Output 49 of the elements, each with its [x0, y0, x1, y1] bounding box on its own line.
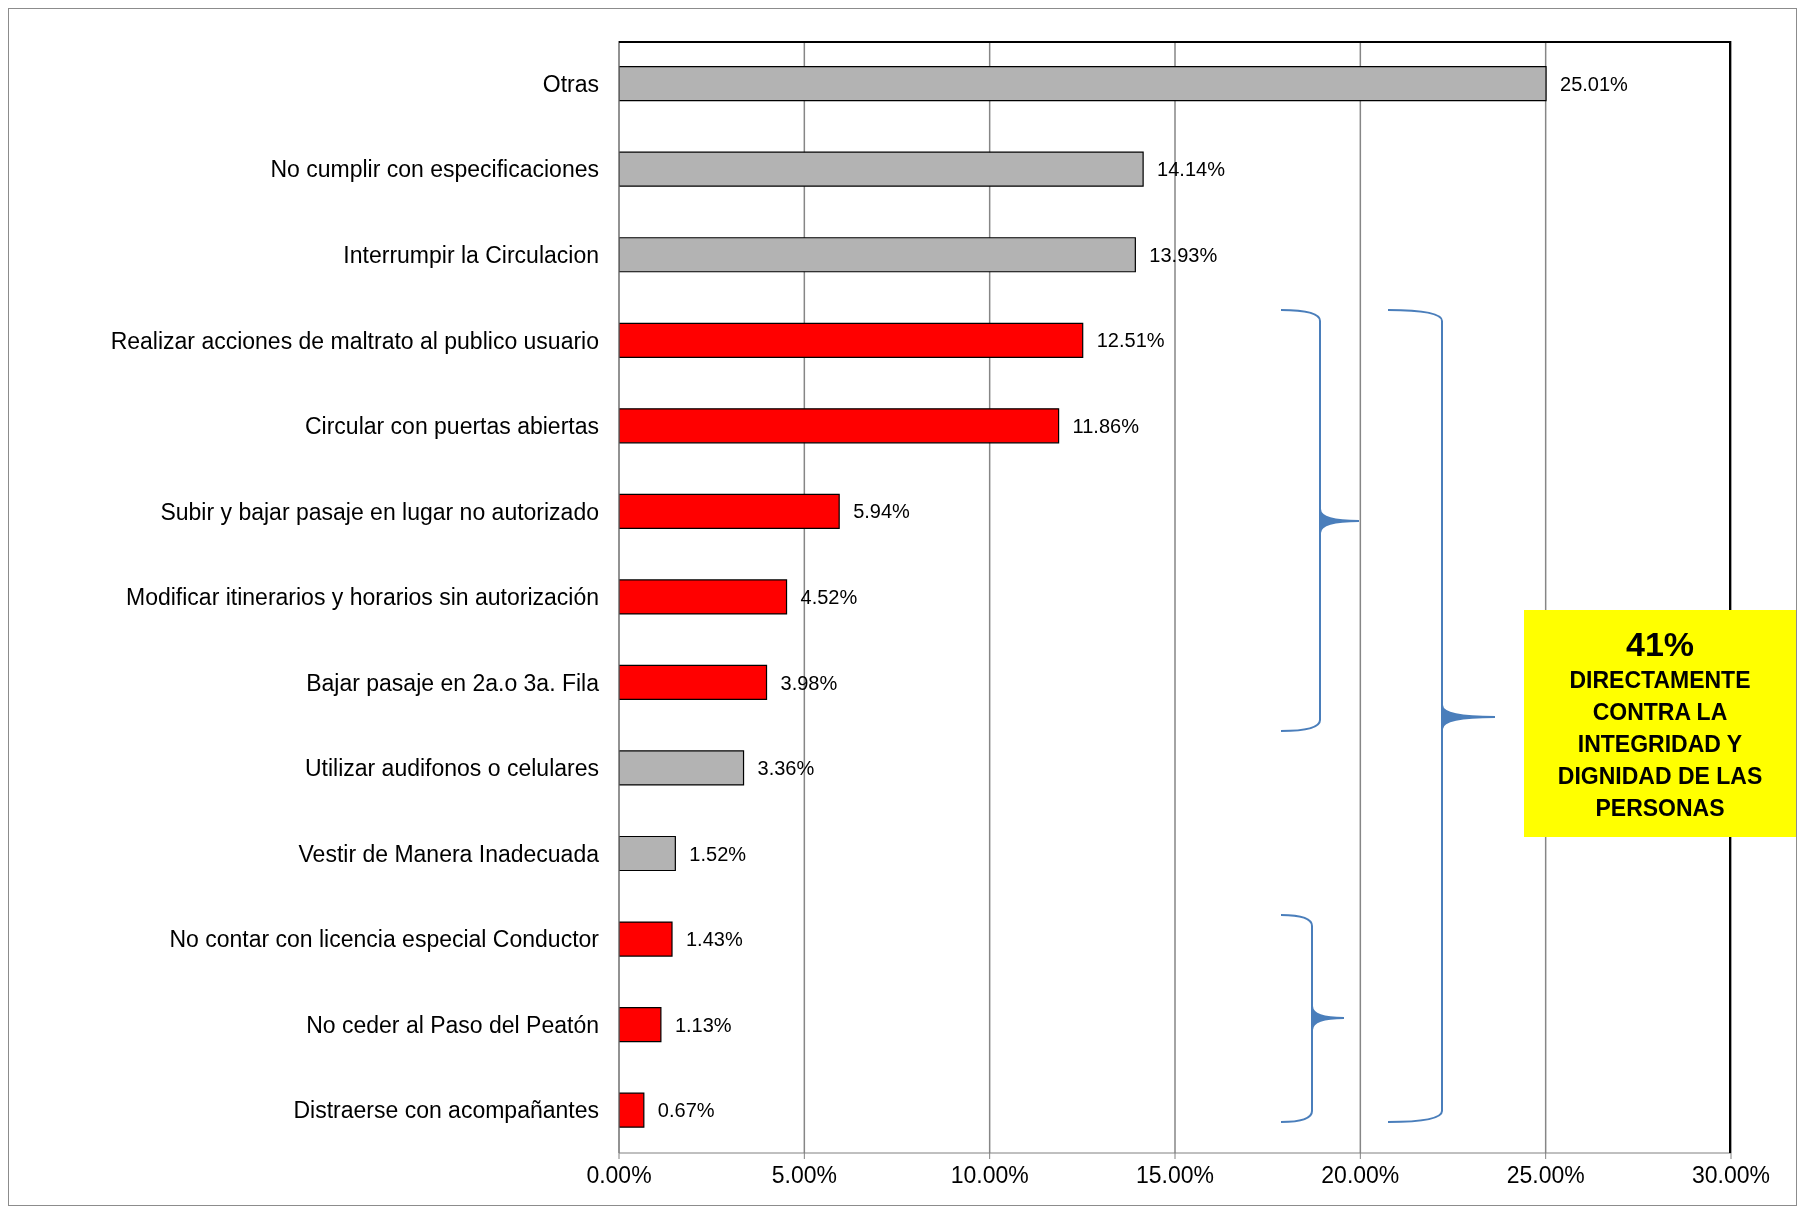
- data-label: 5.94%: [853, 500, 911, 523]
- data-label: 3.98%: [780, 671, 838, 694]
- data-label: 1.13%: [674, 1013, 732, 1036]
- data-label: 12.51%: [1096, 329, 1165, 352]
- data-label: 0.67%: [657, 1099, 715, 1122]
- x-tick-label: 15.00%: [1135, 1162, 1215, 1189]
- y-tick-label: Otras: [542, 70, 599, 97]
- y-tick-label: Circular con puertas abiertas: [304, 413, 599, 440]
- note-box: 41% DIRECTAMENTE CONTRA LA INTEGRIDAD Y DIGNIDAD DE LAS PERSONAS: [1524, 610, 1796, 837]
- y-tick-label: Interrumpir la Circulacion: [343, 242, 599, 269]
- y-tick-label: Vestir de Manera Inadecuada: [298, 840, 600, 867]
- data-label: 1.52%: [689, 842, 747, 865]
- data-label: 1.43%: [686, 928, 743, 951]
- x-tick-label: 20.00%: [1321, 1162, 1400, 1189]
- bar: [619, 237, 1136, 273]
- data-label: 13.93%: [1149, 243, 1218, 266]
- data-label: 14.14%: [1157, 158, 1226, 181]
- y-tick-label: Modificar itinerarios y horarios sin autorización: [126, 584, 599, 611]
- bar: [619, 750, 745, 786]
- bar: [619, 493, 840, 529]
- bar: [619, 408, 1060, 444]
- y-tick-label: Bajar pasaje en 2a.o 3a. Fila: [306, 669, 600, 696]
- x-tick-label: 25.00%: [1506, 1162, 1585, 1189]
- bar: [619, 664, 768, 701]
- x-tick-label: 10.00%: [950, 1162, 1029, 1189]
- data-label: 25.01%: [1560, 72, 1629, 95]
- y-tick-label: No cumplir con especificaciones: [270, 156, 599, 183]
- x-tick-label: 0.00%: [586, 1162, 652, 1189]
- data-label: 3.36%: [757, 757, 815, 780]
- y-tick-label: No ceder al Paso del Peatón: [306, 1011, 599, 1038]
- y-tick-label: No contar con licencia especial Conductor: [169, 926, 600, 953]
- annotation: DIRECTAMENTE CONTRA LA INTEGRIDAD Y DIGNIDAD DE LAS PERSONAS: [1556, 665, 1764, 823]
- y-tick-label: Subir y bajar pasaje en lugar no autorizado: [160, 498, 599, 525]
- bar: [619, 66, 1547, 102]
- bar: [619, 835, 676, 872]
- bar: [619, 151, 1144, 187]
- y-tick-label: Distraerse con acompañantes: [293, 1097, 599, 1124]
- data-label: 11.86%: [1072, 414, 1140, 437]
- bar: [619, 579, 788, 615]
- bar: [619, 921, 673, 957]
- x-tick-label: 30.00%: [1691, 1162, 1771, 1189]
- bar: [619, 322, 1084, 358]
- x-tick-label: 5.00%: [771, 1162, 837, 1189]
- bar: [619, 1006, 662, 1043]
- y-tick-label: Utilizar audifonos o celulares: [304, 755, 599, 782]
- data-label: 4.52%: [800, 585, 858, 608]
- bar: [619, 1092, 645, 1128]
- y-tick-label: Realizar acciones de maltrato al publico usuario: [110, 327, 599, 354]
- annotation: 41%: [1625, 623, 1695, 664]
